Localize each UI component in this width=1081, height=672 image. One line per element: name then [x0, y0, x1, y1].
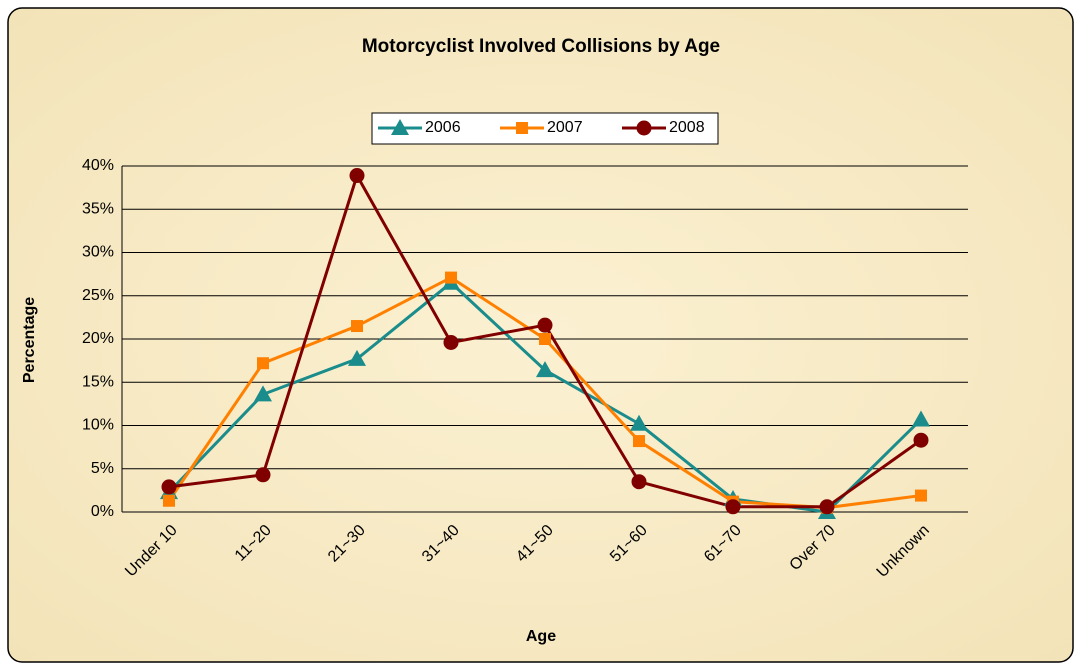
marker	[725, 499, 741, 515]
y-axis-label: Percentage	[21, 297, 38, 383]
marker	[349, 168, 365, 184]
marker	[161, 479, 177, 495]
marker	[254, 385, 272, 402]
legend-box	[371, 112, 719, 145]
marker	[443, 334, 459, 350]
legend-label: 2008	[669, 119, 705, 136]
marker	[912, 410, 930, 427]
y-tick-label: 20%	[82, 330, 114, 347]
marker	[630, 414, 648, 431]
marker	[633, 435, 645, 448]
marker	[913, 432, 929, 448]
marker	[163, 494, 175, 507]
legend-label: 2006	[425, 119, 461, 136]
legend-label: 2007	[547, 119, 583, 136]
y-tick-label: 15%	[82, 373, 114, 390]
y-tick-label: 35%	[82, 200, 114, 217]
marker	[255, 467, 271, 483]
marker	[915, 489, 927, 502]
marker	[631, 474, 647, 490]
y-tick-label: 0%	[91, 503, 114, 520]
chart-title: Motorcyclist Involved Collisions by Age	[362, 36, 720, 57]
y-tick-label: 25%	[82, 287, 114, 304]
legend-marker	[391, 119, 409, 135]
marker	[537, 317, 553, 333]
marker	[819, 499, 835, 515]
marker	[348, 349, 366, 366]
legend-marker	[636, 120, 652, 136]
legend-marker	[516, 122, 528, 134]
y-tick-label: 10%	[82, 417, 114, 434]
y-tick-label: 5%	[91, 460, 114, 477]
marker	[536, 361, 554, 378]
x-axis-label: Age	[526, 628, 556, 645]
y-tick-label: 30%	[82, 244, 114, 261]
marker	[445, 271, 457, 284]
y-tick-label: 40%	[82, 157, 114, 174]
marker	[257, 357, 269, 370]
marker	[539, 333, 551, 345]
marker	[351, 320, 363, 333]
